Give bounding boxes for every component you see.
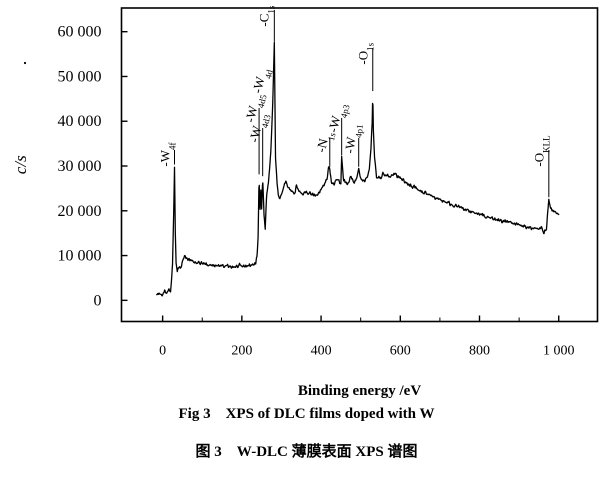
svg-text:0: 0 bbox=[94, 292, 102, 309]
svg-text:60 000: 60 000 bbox=[58, 24, 102, 41]
svg-text:600: 600 bbox=[390, 344, 411, 359]
svg-text:0: 0 bbox=[159, 344, 166, 359]
svg-text:200: 200 bbox=[231, 344, 252, 359]
svg-text:30 000: 30 000 bbox=[58, 158, 102, 175]
svg-text:40 000: 40 000 bbox=[58, 113, 102, 130]
svg-text:1 000: 1 000 bbox=[543, 344, 575, 359]
svg-text:Binding energy /eV: Binding energy /eV bbox=[298, 383, 422, 399]
svg-text:10 000: 10 000 bbox=[58, 248, 102, 265]
svg-text:20 000: 20 000 bbox=[58, 203, 102, 220]
svg-text:800: 800 bbox=[469, 344, 490, 359]
svg-text:c/s: c/s bbox=[11, 155, 30, 174]
svg-text:50 000: 50 000 bbox=[58, 68, 102, 85]
svg-text:400: 400 bbox=[311, 344, 332, 359]
